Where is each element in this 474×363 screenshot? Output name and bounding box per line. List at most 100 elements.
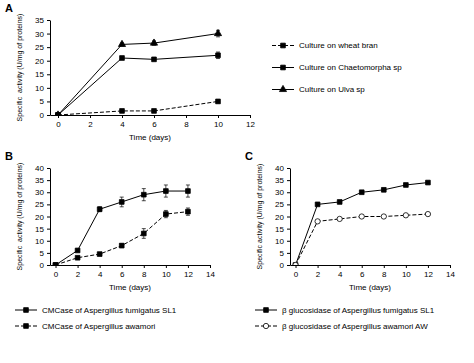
x-tick: 10 (214, 115, 223, 129)
x-tick-mark (166, 265, 167, 268)
y-tick-label: 5 (40, 97, 45, 106)
y-tick-label: 35 (35, 176, 44, 185)
y-tick: 40 (275, 164, 290, 173)
point (315, 219, 320, 224)
legend-marker (281, 65, 286, 70)
point (359, 190, 364, 195)
y-tick-mark (47, 88, 50, 89)
point (293, 262, 298, 265)
point (152, 57, 157, 62)
error-bar (98, 207, 102, 212)
point (216, 53, 221, 58)
y-axis-title: Specific activity (U/mg of proteins) (256, 164, 264, 270)
y-tick-label: 20 (35, 57, 44, 66)
x-tick-label: 4 (98, 270, 103, 279)
point (359, 214, 364, 219)
x-tick-mark (250, 115, 251, 118)
x-tick: 6 (120, 265, 125, 279)
point (403, 213, 408, 218)
y-tick-mark (47, 192, 50, 193)
x-axis-title: Time (days) (349, 283, 391, 292)
x-tick: 14 (206, 265, 215, 279)
error-bar (152, 58, 156, 61)
y-tick: 25 (35, 43, 50, 52)
x-tick: 2 (316, 265, 321, 279)
x-tick: 8 (142, 265, 147, 279)
x-tick-label: 14 (446, 270, 455, 279)
y-axis-line (50, 169, 51, 266)
point (337, 216, 342, 221)
y-tick: 5 (280, 249, 290, 258)
point (337, 200, 342, 205)
y-tick: 15 (35, 70, 50, 79)
legend-label: β glucosidase of Aspergillus awamori AW (282, 322, 428, 331)
x-tick-label: 0 (54, 270, 59, 279)
y-tick-mark (287, 217, 290, 218)
x-tick-label: 4 (120, 120, 125, 129)
y-tick: 20 (275, 213, 290, 222)
series (56, 52, 221, 115)
y-tick: 30 (275, 188, 290, 197)
point (293, 263, 298, 265)
plot-area (54, 29, 221, 115)
point (186, 189, 191, 194)
point (152, 109, 157, 114)
point (315, 202, 320, 207)
error-bar (186, 208, 190, 215)
line (58, 101, 218, 115)
y-tick: 10 (35, 84, 50, 93)
x-tick: 2 (76, 265, 81, 279)
error-bar (186, 185, 190, 197)
point (425, 211, 430, 216)
y-tick-mark (287, 204, 290, 205)
legend-item: β glucosidase of Aspergillus awamori AW (255, 322, 428, 331)
line (296, 183, 428, 265)
x-tick-mark (362, 265, 363, 268)
panel: 024681012140510152025303540Time (days)Sp… (245, 150, 455, 331)
point (216, 99, 221, 104)
x-tick-label: 6 (120, 270, 125, 279)
series (56, 99, 221, 115)
y-tick-label: 30 (35, 30, 44, 39)
y-tick-label: 35 (275, 176, 284, 185)
y-tick-label: 0 (40, 261, 45, 270)
y-tick-mark (47, 265, 50, 266)
panel-label: A (5, 2, 13, 14)
x-tick: 14 (446, 265, 455, 279)
y-tick-mark (47, 229, 50, 230)
y-tick-label: 20 (275, 213, 284, 222)
legend-item: CMCase of Aspergillus fumigatus SL1 (15, 306, 177, 315)
point (97, 207, 102, 212)
legend-label: Culture on Chaetomorpha sp (299, 63, 402, 72)
point (120, 56, 125, 61)
y-axis-line (290, 169, 291, 266)
y-tick: 30 (35, 188, 50, 197)
y-tick: 35 (35, 16, 50, 25)
x-tick-mark (154, 115, 155, 118)
x-tick-label: 2 (316, 270, 321, 279)
y-tick: 0 (40, 111, 50, 120)
x-tick: 12 (424, 265, 433, 279)
y-tick-label: 30 (275, 188, 284, 197)
legend-item: β glucosidase of Aspergillus fumigatus S… (255, 306, 435, 315)
x-tick-label: 10 (162, 270, 171, 279)
x-tick-label: 12 (246, 120, 255, 129)
legend: CMCase of Aspergillus fumigatus SL1CMCas… (15, 306, 177, 331)
y-tick-mark (47, 115, 50, 116)
series (54, 29, 221, 115)
point (186, 209, 191, 214)
x-tick-mark (122, 265, 123, 268)
point (426, 180, 431, 185)
legend-item: Culture on wheat bran (272, 41, 378, 50)
y-tick-mark (287, 265, 290, 266)
y-tick-label: 15 (275, 225, 284, 234)
x-tick-label: 14 (206, 270, 215, 279)
y-tick-mark (47, 168, 50, 169)
y-tick-mark (287, 253, 290, 254)
y-tick-mark (287, 192, 290, 193)
y-tick: 25 (35, 200, 50, 209)
x-tick-label: 0 (294, 270, 299, 279)
x-tick: 0 (54, 265, 59, 279)
y-tick: 5 (40, 249, 50, 258)
legend: β glucosidase of Aspergillus fumigatus S… (255, 306, 435, 331)
